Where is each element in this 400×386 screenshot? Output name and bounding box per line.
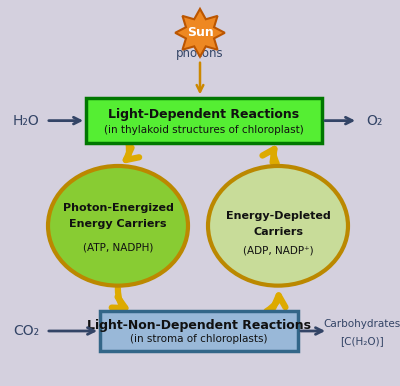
Text: Carriers: Carriers — [253, 227, 303, 237]
Text: Sun: Sun — [187, 26, 213, 39]
Text: CO₂: CO₂ — [13, 324, 39, 338]
Text: H₂O: H₂O — [13, 113, 39, 128]
Text: (ADP, NADP⁺): (ADP, NADP⁺) — [243, 246, 313, 256]
Text: Light-Dependent Reactions: Light-Dependent Reactions — [108, 108, 300, 121]
Text: Energy-Depleted: Energy-Depleted — [226, 211, 330, 221]
Text: (ATP, NADPH): (ATP, NADPH) — [83, 242, 153, 252]
Ellipse shape — [208, 166, 348, 286]
FancyBboxPatch shape — [100, 311, 298, 351]
Text: photons: photons — [176, 47, 224, 60]
Text: Photon-Energized: Photon-Energized — [62, 203, 174, 213]
FancyBboxPatch shape — [86, 98, 322, 143]
Text: Carbohydrates: Carbohydrates — [323, 319, 400, 329]
Text: Energy Carriers: Energy Carriers — [69, 219, 167, 229]
Text: [C(H₂O)]: [C(H₂O)] — [340, 336, 384, 346]
Ellipse shape — [48, 166, 188, 286]
Text: (in stroma of chloroplasts): (in stroma of chloroplasts) — [130, 334, 268, 344]
Text: O₂: O₂ — [366, 113, 382, 128]
Polygon shape — [175, 9, 225, 57]
Text: Light-Non-Dependent Reactions: Light-Non-Dependent Reactions — [87, 319, 311, 332]
Text: (in thylakoid structures of chloroplast): (in thylakoid structures of chloroplast) — [104, 125, 304, 135]
